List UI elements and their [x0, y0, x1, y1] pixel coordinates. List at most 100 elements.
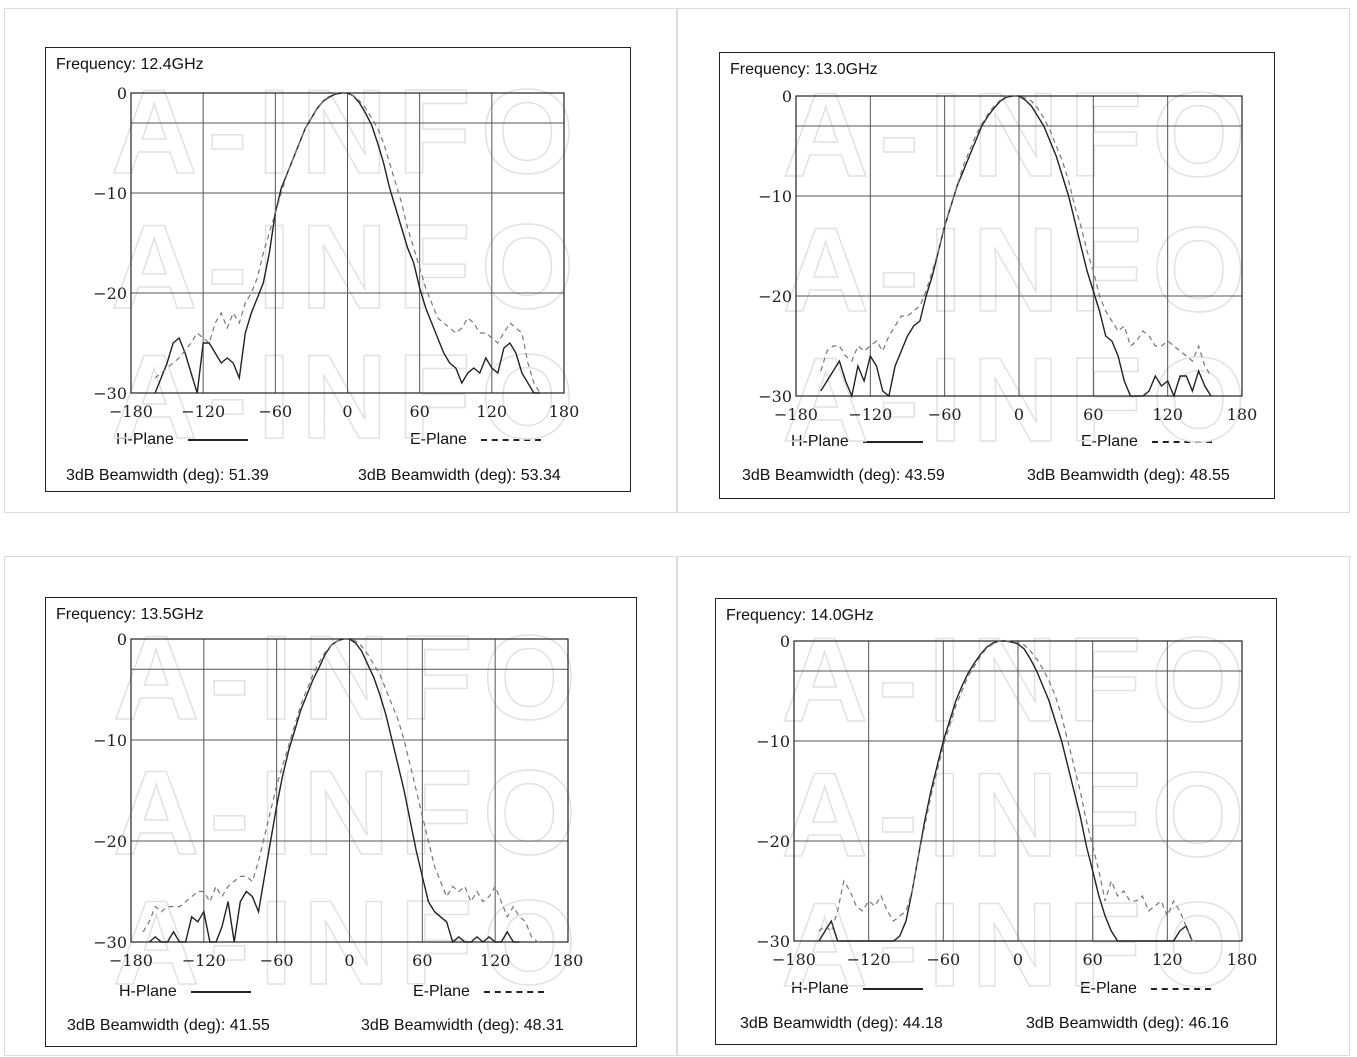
h-beamwidth-value: 44.18 [902, 1015, 943, 1032]
legend-solid-line [190, 990, 251, 993]
legend-h-plane-label: H-Plane [116, 431, 174, 448]
legend-e-plane-label: E-Plane [410, 431, 467, 448]
x-tick-label: 0 [344, 951, 354, 970]
legend-e-plane: E-Plane [413, 983, 544, 1001]
watermark-text: A-INFO [113, 611, 586, 745]
x-tick-label: 120 [1152, 950, 1183, 969]
e-beamwidth-label: 3dB Beamwidth (deg): [361, 1017, 520, 1034]
x-tick-label: −60 [926, 950, 960, 969]
legend-h-plane: H-Plane [791, 980, 923, 998]
x-tick-label: 0 [1013, 950, 1023, 969]
y-tick-label: −10 [758, 187, 792, 206]
legend-dashed-line [480, 438, 541, 441]
watermark-text: A-INFO [782, 333, 1255, 467]
panel-13-0ghz: Frequency: 13.0GHz H-Plane E-Plane 3dB B… [677, 8, 1350, 513]
e-beamwidth-value: 53.34 [520, 467, 561, 484]
e-beamwidth-value: 48.55 [1189, 467, 1230, 484]
legend-h-plane-label: H-Plane [791, 980, 849, 997]
frequency-label: Frequency: 13.0GHz [730, 61, 878, 78]
y-tick-label: −30 [756, 932, 790, 951]
x-tick-label: −180 [772, 950, 816, 969]
legend-e-plane: E-Plane [1080, 980, 1211, 998]
legend-solid-line [862, 987, 923, 990]
x-tick-label: −120 [847, 950, 891, 969]
e-beamwidth: 3dB Beamwidth (deg): 48.55 [1027, 467, 1230, 485]
x-tick-label: 60 [1082, 950, 1102, 969]
y-tick-label: −10 [93, 731, 127, 750]
legend-e-plane: E-Plane [410, 431, 541, 449]
x-tick-label: 0 [342, 402, 352, 421]
h-beamwidth-value: 51.39 [228, 467, 269, 484]
y-tick-label: −20 [756, 832, 790, 851]
e-plane-line [154, 92, 541, 394]
legend-h-plane-label: H-Plane [791, 433, 849, 450]
x-tick-label: 180 [1227, 405, 1258, 424]
watermark-text: A-INFO [781, 878, 1254, 1012]
x-tick-label: −180 [109, 951, 153, 970]
x-tick-label: 180 [553, 951, 584, 970]
watermark-text: A-INFO [782, 68, 1255, 202]
legend-h-plane-label: H-Plane [119, 983, 177, 1000]
h-plane-line [148, 638, 520, 944]
frequency-label: Frequency: 13.5GHz [56, 606, 204, 623]
x-tick-label: 120 [480, 951, 511, 970]
e-beamwidth-value: 46.16 [1188, 1015, 1229, 1032]
watermark-text: A-INFO [113, 876, 586, 1010]
y-tick-label: −20 [93, 832, 127, 851]
x-tick-label: −60 [258, 402, 292, 421]
y-tick-label: −30 [93, 384, 127, 403]
legend-solid-line [187, 438, 248, 441]
e-beamwidth: 3dB Beamwidth (deg): 53.34 [358, 467, 561, 485]
legend-solid-line [862, 440, 923, 443]
x-tick-label: 60 [412, 951, 432, 970]
y-tick-label: 0 [117, 84, 127, 103]
y-tick-label: −30 [93, 933, 127, 952]
h-beamwidth: 3dB Beamwidth (deg): 41.55 [67, 1017, 270, 1035]
x-tick-label: −120 [182, 951, 226, 970]
legend-e-plane-label: E-Plane [1081, 433, 1138, 450]
x-tick-label: 120 [477, 402, 508, 421]
watermark-text: A-INFO [781, 748, 1254, 882]
plot-area-border [793, 640, 1243, 942]
x-tick-label: 180 [1227, 950, 1258, 969]
x-tick-label: 0 [1014, 405, 1024, 424]
x-tick-label: 120 [1152, 405, 1183, 424]
chart-frame: Frequency: 12.4GHz H-Plane E-Plane 3dB B… [45, 47, 631, 492]
watermark-text: A-INFO [111, 330, 584, 464]
h-beamwidth-label: 3dB Beamwidth (deg): [66, 467, 225, 484]
panel-13-5ghz: Frequency: 13.5GHz H-Plane E-Plane 3dB B… [4, 556, 677, 1056]
y-tick-label: −20 [93, 284, 127, 303]
e-beamwidth-value: 48.31 [523, 1017, 564, 1034]
e-beamwidth-label: 3dB Beamwidth (deg): [1026, 1015, 1185, 1032]
y-tick-label: −30 [758, 387, 792, 406]
frequency-label: Frequency: 14.0GHz [726, 607, 874, 624]
legend-h-plane: H-Plane [116, 431, 248, 449]
e-beamwidth-label: 3dB Beamwidth (deg): [358, 467, 517, 484]
x-tick-label: 180 [549, 402, 580, 421]
y-tick-label: −10 [756, 732, 790, 751]
h-beamwidth-label: 3dB Beamwidth (deg): [742, 467, 901, 484]
h-beamwidth: 3dB Beamwidth (deg): 43.59 [742, 467, 945, 485]
e-beamwidth-label: 3dB Beamwidth (deg): [1027, 467, 1186, 484]
chart-frame: Frequency: 13.5GHz H-Plane E-Plane 3dB B… [45, 597, 637, 1047]
x-tick-label: −120 [181, 402, 225, 421]
x-tick-label: −120 [848, 405, 892, 424]
y-tick-label: 0 [117, 630, 127, 649]
h-beamwidth: 3dB Beamwidth (deg): 44.18 [740, 1015, 943, 1033]
x-tick-label: 60 [1083, 405, 1103, 424]
e-beamwidth: 3dB Beamwidth (deg): 48.31 [361, 1017, 564, 1035]
h-beamwidth: 3dB Beamwidth (deg): 51.39 [66, 467, 269, 485]
panel-14-0ghz: Frequency: 14.0GHz H-Plane E-Plane 3dB B… [677, 556, 1350, 1056]
watermark-text: A-INFO [781, 613, 1254, 747]
legend-e-plane-label: E-Plane [413, 983, 470, 1000]
legend-h-plane: H-Plane [791, 433, 923, 451]
y-tick-label: 0 [780, 632, 790, 651]
h-beamwidth-value: 43.59 [904, 467, 945, 484]
